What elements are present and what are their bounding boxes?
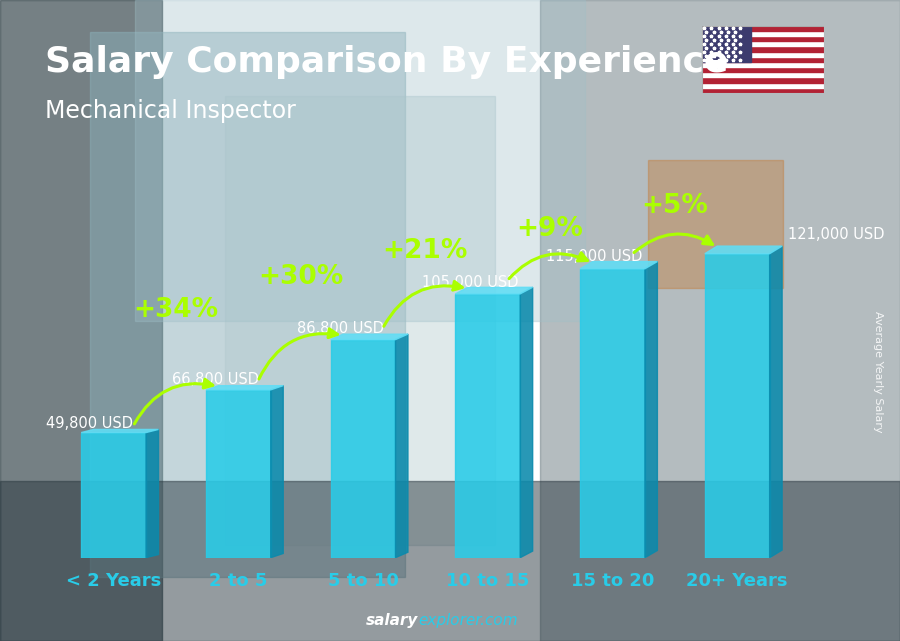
Polygon shape [81,429,158,433]
Text: explorer.com: explorer.com [418,613,518,628]
Bar [0,481,900,641]
Text: +9%: +9% [517,215,583,242]
Polygon shape [645,262,657,558]
Text: Salary Comparison By Experience: Salary Comparison By Experience [45,45,728,79]
Text: +21%: +21% [382,238,468,264]
Bar [702,88,824,93]
FancyArrowPatch shape [634,234,713,253]
Polygon shape [580,262,657,269]
Bar [702,56,824,62]
Text: 86,800 USD: 86,800 USD [297,321,384,337]
Bar [702,62,824,67]
Bar [455,294,520,558]
Text: +34%: +34% [133,297,219,324]
Polygon shape [770,246,782,558]
Text: +30%: +30% [258,264,343,290]
Polygon shape [395,334,408,558]
Polygon shape [705,246,782,254]
Bar [330,340,395,558]
Bar [648,160,783,288]
Bar [702,72,824,78]
FancyArrowPatch shape [509,253,588,279]
FancyArrowPatch shape [383,281,463,326]
Text: Average Yearly Salary: Average Yearly Salary [873,311,883,433]
Bar [702,83,824,88]
Bar [90,32,405,577]
Bar [705,254,770,558]
Bar [702,46,824,51]
Bar [540,0,900,641]
Bar [702,67,824,72]
Bar [81,433,146,558]
Bar [702,51,824,56]
Text: 66,800 USD: 66,800 USD [172,372,259,387]
Text: 115,000 USD: 115,000 USD [546,249,643,265]
FancyArrowPatch shape [259,329,338,379]
Bar [0,0,162,641]
Bar [135,0,585,320]
Bar [580,269,645,558]
Polygon shape [330,334,408,340]
Polygon shape [455,287,533,294]
Polygon shape [520,287,533,558]
Text: +5%: +5% [642,194,708,219]
Bar [702,41,824,46]
Text: 121,000 USD: 121,000 USD [788,228,885,242]
Bar [206,390,271,558]
Bar [225,96,495,545]
Text: 49,800 USD: 49,800 USD [46,416,133,431]
Bar [702,36,824,41]
Polygon shape [146,429,158,558]
Bar [702,26,824,31]
Text: 105,000 USD: 105,000 USD [422,275,518,290]
Bar [702,31,824,36]
Polygon shape [271,386,284,558]
Text: salary: salary [366,613,418,628]
Text: Mechanical Inspector: Mechanical Inspector [45,99,296,123]
Bar [702,78,824,83]
FancyArrowPatch shape [134,379,212,424]
Polygon shape [206,386,284,390]
Bar [702,26,751,62]
